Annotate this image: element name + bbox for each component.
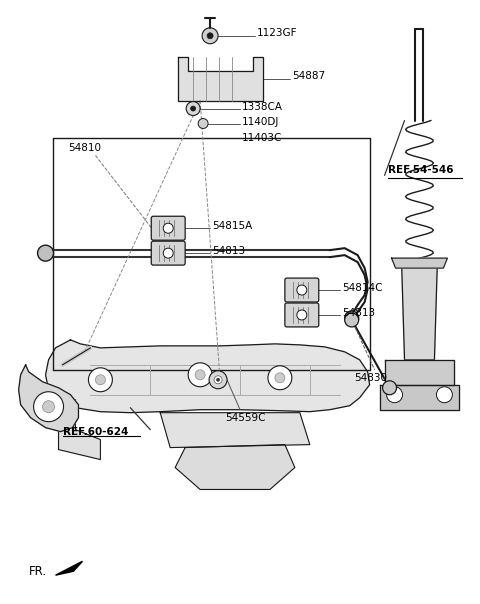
FancyBboxPatch shape [285,278,319,302]
Text: REF.60-624: REF.60-624 [62,426,128,437]
Polygon shape [380,385,459,410]
Circle shape [88,368,112,392]
Circle shape [214,376,222,384]
Polygon shape [178,57,263,101]
Circle shape [163,248,173,258]
Circle shape [216,378,219,381]
Polygon shape [160,413,310,448]
Circle shape [268,366,292,390]
Polygon shape [402,260,437,360]
Text: REF.54-546: REF.54-546 [387,165,453,175]
Text: 54813: 54813 [342,308,375,318]
Circle shape [202,28,218,43]
FancyBboxPatch shape [151,241,185,265]
Text: FR.: FR. [29,565,47,577]
Polygon shape [19,365,78,432]
Text: 1338CA: 1338CA [242,101,283,112]
Text: 54830: 54830 [355,373,388,383]
Circle shape [43,400,55,413]
Polygon shape [56,561,83,575]
Text: 54813: 54813 [212,246,245,256]
Circle shape [195,370,205,380]
Polygon shape [46,340,370,413]
FancyBboxPatch shape [151,216,185,240]
Circle shape [345,311,359,325]
Circle shape [297,285,307,295]
Circle shape [37,245,54,261]
Polygon shape [175,445,295,489]
Circle shape [163,223,173,233]
Circle shape [297,310,307,320]
Polygon shape [392,258,447,268]
Circle shape [209,371,227,389]
Text: 1123GF: 1123GF [257,28,298,38]
Circle shape [275,373,285,383]
Circle shape [188,363,212,387]
Circle shape [34,392,63,422]
Circle shape [207,33,213,39]
Text: 54815A: 54815A [212,221,252,231]
Text: 54887: 54887 [292,71,325,81]
Circle shape [186,101,200,115]
Text: 11403C: 11403C [242,133,282,144]
Circle shape [436,387,452,403]
Circle shape [198,118,208,129]
Text: 54814C: 54814C [342,283,382,293]
Circle shape [386,387,403,403]
Polygon shape [384,360,455,385]
Circle shape [383,381,396,395]
Text: 54810: 54810 [69,143,101,153]
Circle shape [191,106,196,111]
FancyBboxPatch shape [285,303,319,327]
Polygon shape [59,400,100,460]
Text: 1140DJ: 1140DJ [242,117,279,126]
Circle shape [96,375,106,385]
Circle shape [345,313,359,327]
Text: 54559C: 54559C [225,413,265,423]
